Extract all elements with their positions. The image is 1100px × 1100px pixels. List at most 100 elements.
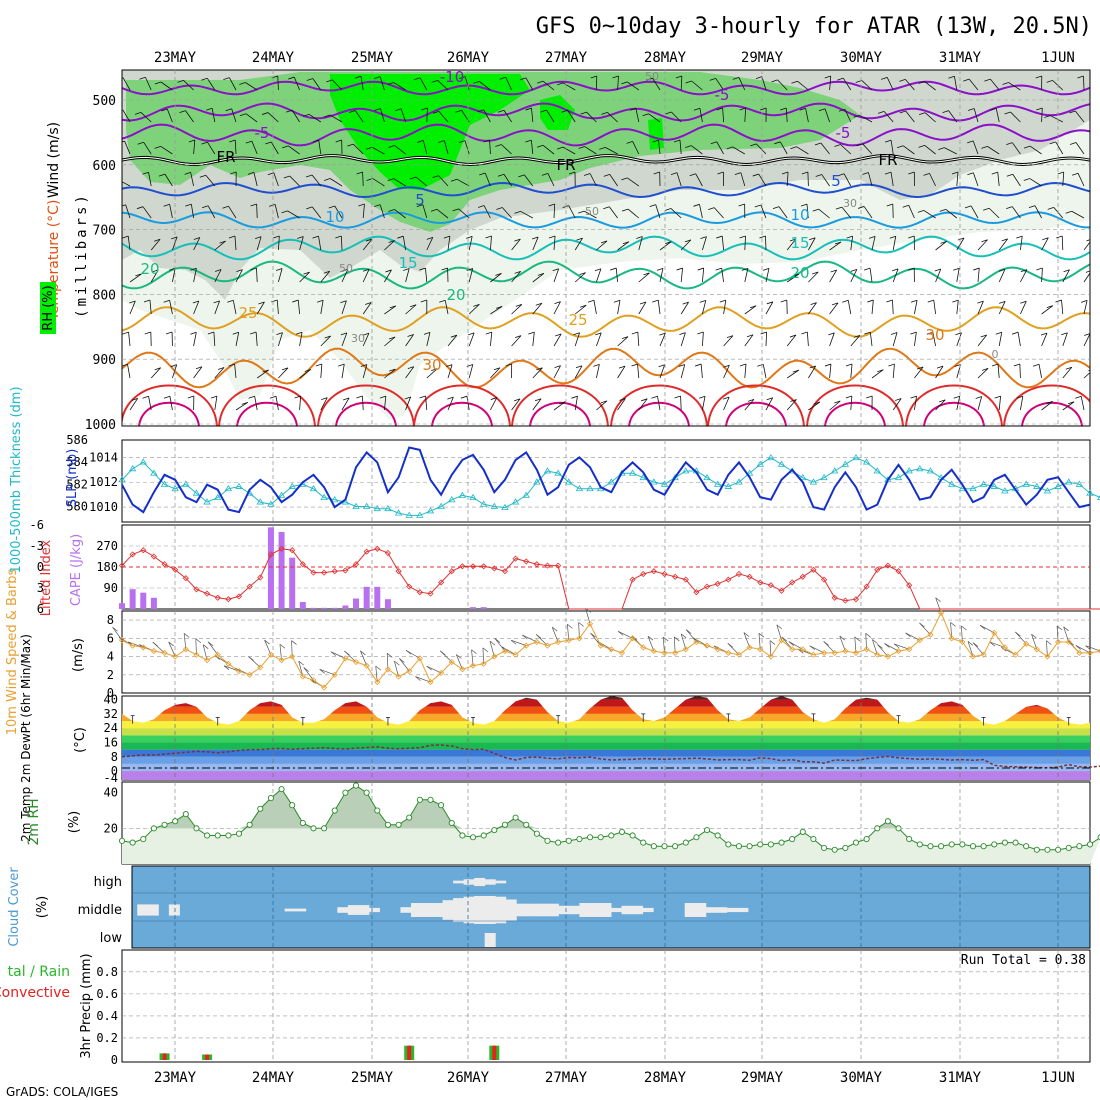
wind-barb-staff — [562, 82, 576, 91]
li-marker — [214, 594, 221, 601]
wind-barb-staff — [489, 139, 491, 155]
wind-barb-flag — [365, 238, 373, 242]
wind-barb-staff — [659, 268, 664, 283]
wind-barb-staff — [680, 395, 682, 411]
wind-barb-staff — [372, 178, 385, 187]
wind-barb-flag — [676, 267, 683, 271]
wind-barb-flag — [643, 272, 650, 276]
wind-barb-staff — [568, 205, 576, 219]
wind-barb-staff — [977, 334, 988, 347]
li-marker — [310, 569, 317, 576]
wind-barb-flag — [129, 300, 136, 304]
rh2m-marker — [842, 844, 849, 852]
wind10-barb — [788, 641, 803, 650]
wind10-barb — [685, 629, 697, 643]
wind-barb-flag — [306, 78, 313, 81]
rh2m-marker — [597, 834, 604, 841]
surface-heat-contour — [413, 384, 511, 426]
temp-band-group — [122, 696, 1090, 780]
wind-barb-staff — [935, 268, 942, 283]
wind-barb-staff — [808, 302, 817, 315]
wind-barb-staff — [169, 300, 173, 315]
wind-barb-staff — [786, 399, 797, 411]
wind-barb-staff — [869, 268, 873, 283]
wind-barb-flag — [674, 395, 681, 399]
wind-barb-staff — [584, 146, 597, 155]
wind-barb-staff — [637, 332, 640, 347]
wind-barb-staff — [956, 300, 959, 315]
wind-barb-flag — [466, 235, 473, 239]
wind-barb-staff — [490, 332, 493, 347]
wind10-marker — [618, 649, 626, 656]
wind-barb-staff — [490, 273, 502, 283]
wind-barb-flag — [741, 267, 749, 271]
precip-tick-label: 0.4 — [96, 1009, 118, 1023]
wind10-barb — [585, 608, 591, 624]
wind-barb-flag — [458, 140, 466, 144]
top-date-label: 23MAY — [154, 50, 197, 66]
precip-convective-bar — [492, 1045, 497, 1060]
wind-barb-flag — [497, 173, 505, 177]
thickness-marker — [628, 469, 637, 476]
wind-barb-flag — [395, 108, 402, 112]
wind-barb-staff — [256, 301, 265, 315]
contour-label: 30 — [843, 197, 857, 210]
rh2m-marker — [586, 834, 594, 841]
wind-barb-flag — [717, 171, 724, 175]
li-marker — [480, 563, 487, 570]
wind-barb-staff — [172, 236, 178, 251]
wind-barb-flag — [1061, 332, 1068, 336]
wind-barb-flag — [734, 172, 741, 175]
wind-barb-staff — [998, 238, 1008, 251]
wind-barb-flag — [593, 363, 600, 367]
wind-barb-staff — [405, 268, 410, 283]
rh2m-marker — [321, 825, 328, 832]
wind-barb-staff — [574, 396, 578, 411]
wind-barb-staff — [341, 397, 350, 411]
wind-barb-staff — [1083, 333, 1090, 347]
li-tick-label: 0 — [37, 560, 44, 574]
wind-barb-staff — [245, 82, 258, 91]
cape-bar — [267, 527, 274, 609]
thickness-marker — [894, 473, 903, 481]
wind-barb-staff — [422, 204, 428, 219]
wind10-marker — [555, 638, 562, 646]
wind-barb-flag — [760, 107, 767, 111]
wind10-marker — [661, 649, 668, 656]
wind-barb-flag — [693, 107, 701, 111]
wind10-tick-label: 2 — [107, 668, 114, 682]
cape-tick-label: 90 — [104, 581, 118, 595]
wind-barb-staff — [124, 140, 131, 155]
thickness-marker — [384, 504, 392, 512]
footer-credit: GrADS: COLA/IGES — [6, 1085, 118, 1099]
wind-barb-flag — [295, 331, 303, 335]
wind-barb-staff — [808, 271, 819, 283]
wind-barb-staff — [384, 396, 387, 411]
wind-barb-staff — [744, 399, 755, 411]
wind-barb-flag — [590, 75, 597, 79]
thickness-marker — [118, 476, 126, 483]
wind-barb-staff — [1071, 210, 1085, 219]
wind-barb-flag — [535, 302, 542, 306]
wind10-marker — [980, 651, 987, 658]
rh2m-marker — [778, 839, 785, 846]
wind-barb-flag — [282, 145, 289, 149]
wind10-barb-flag — [330, 651, 337, 656]
wind-barb-flag — [185, 203, 192, 207]
wind-barb-flag — [445, 364, 453, 367]
wind-barb-staff — [722, 108, 724, 123]
wind-barb-staff — [148, 172, 152, 187]
wind-barb-staff — [1041, 305, 1054, 315]
li-marker — [321, 569, 328, 576]
wind-barb-flag — [1056, 235, 1063, 239]
wind-barb-staff — [256, 369, 269, 379]
wind-barb-staff — [229, 77, 237, 91]
wind10-marker — [938, 609, 945, 616]
wind-barb-flag — [1023, 178, 1030, 181]
cloud-level-low: low — [100, 931, 123, 946]
wind-barb-staff — [402, 236, 406, 251]
wind-barb-flag — [554, 301, 561, 304]
wind-barb-flag — [1088, 369, 1090, 372]
wind-barb-flag — [495, 272, 502, 276]
wind-barb-flag — [537, 80, 544, 84]
